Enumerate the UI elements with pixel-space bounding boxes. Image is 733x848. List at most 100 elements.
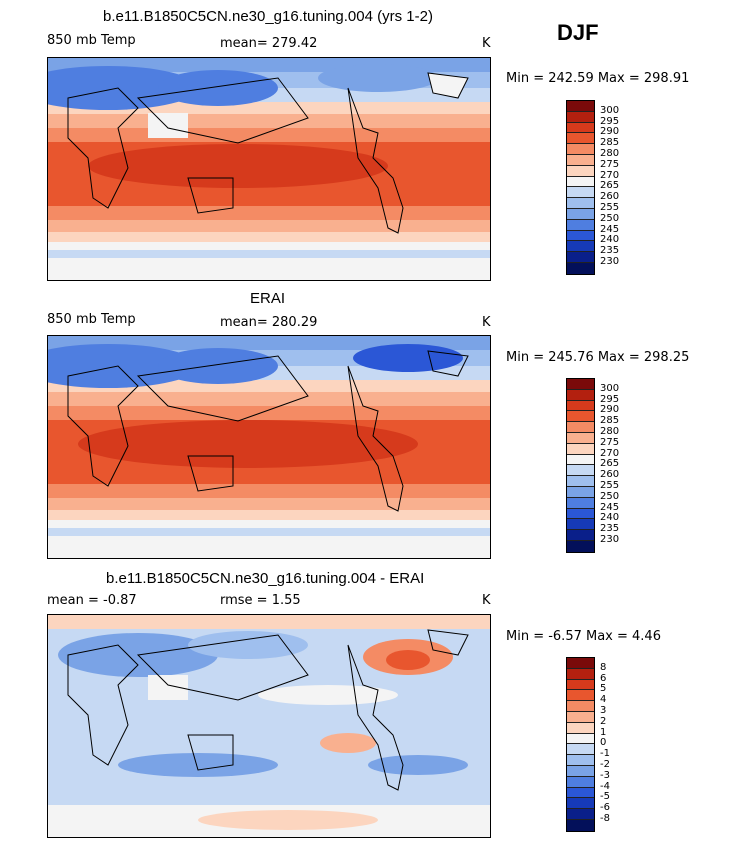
colorbar-cell	[567, 187, 594, 199]
colorbar-cell	[567, 765, 594, 777]
panel3-map	[47, 614, 491, 838]
colorbar-tick-label: 300	[600, 382, 620, 394]
colorbar-cell	[567, 701, 594, 712]
panel1-units: K	[482, 36, 491, 51]
colorbar-tick-label: -4	[600, 780, 610, 792]
colorbar-tick-label: 230	[600, 256, 620, 267]
colorbar-tick-label: 6	[600, 672, 607, 684]
colorbar-tick-label: 245	[600, 223, 620, 235]
colorbar-cell	[567, 733, 594, 745]
colorbar-cell	[567, 133, 594, 145]
colorbar-cell	[567, 122, 594, 134]
colorbar-cell	[567, 755, 594, 766]
colorbar-cell	[567, 722, 594, 734]
panel2-mean: mean= 280.29	[220, 315, 318, 330]
colorbar-cell	[567, 668, 594, 680]
colorbar-cell	[567, 411, 594, 423]
colorbar-cell	[567, 530, 594, 541]
colorbar-tick-label: -8	[600, 813, 610, 824]
colorbar-cell	[567, 176, 594, 188]
colorbar-cell	[567, 389, 594, 401]
colorbar-cell	[567, 798, 594, 810]
colorbar-tick-label: 240	[600, 512, 620, 524]
colorbar-tick-label: 235	[600, 245, 620, 257]
colorbar-cell	[567, 432, 594, 444]
colorbar-tick-label: 295	[600, 115, 620, 127]
colorbar-tick-label: 260	[600, 469, 620, 481]
colorbar-cell	[567, 508, 594, 520]
colorbar-tick-label: 250	[600, 212, 620, 224]
colorbar-tick-label: 290	[600, 126, 620, 138]
panel2-map	[47, 335, 491, 559]
colorbar-tick-label: 265	[600, 458, 620, 470]
colorbar-tick-label: 2	[600, 715, 607, 727]
colorbar-tick-label: 255	[600, 202, 620, 213]
colorbar-cell	[567, 379, 594, 390]
panel1-variable: 850 mb Temp	[47, 33, 136, 48]
panel2-minmax: Min = 245.76 Max = 298.25	[506, 350, 690, 365]
colorbar-cell	[567, 252, 594, 263]
colorbar-cell	[567, 465, 594, 477]
colorbar-cell	[567, 497, 594, 509]
panel1-map	[47, 57, 491, 281]
panel3-mean: mean = -0.87	[47, 593, 137, 608]
colorbar-cell	[567, 809, 594, 820]
colorbar-tick-label: 8	[600, 661, 607, 673]
colorbar-cell	[567, 776, 594, 788]
panel1-minmax: Min = 242.59 Max = 298.91	[506, 71, 690, 86]
colorbar-cell	[567, 443, 594, 455]
colorbar-tick-label: 295	[600, 393, 620, 405]
colorbar-cell	[567, 262, 594, 274]
colorbar-cell	[567, 711, 594, 723]
panel3-title: b.e11.B1850C5CN.ne30_g16.tuning.004 - ER…	[106, 570, 425, 587]
panel3-rmse: rmse = 1.55	[220, 593, 301, 608]
colorbar-cell	[567, 241, 594, 253]
colorbar-cell	[567, 154, 594, 166]
colorbar-cell	[567, 819, 594, 831]
colorbar-cell	[567, 519, 594, 531]
colorbar-cell	[567, 230, 594, 242]
colorbar-cell	[567, 486, 594, 498]
panel3-minmax: Min = -6.57 Max = 4.46	[506, 629, 661, 644]
panel3-units: K	[482, 593, 491, 608]
colorbar-tick-label: -5	[600, 791, 610, 803]
colorbar-tick-label: 3	[600, 705, 607, 716]
colorbar-cell	[567, 476, 594, 487]
colorbar-tick-label: 250	[600, 490, 620, 502]
colorbar-tick-label: 285	[600, 415, 620, 427]
colorbar-cell	[567, 744, 594, 756]
panel1-colorbar	[566, 100, 595, 275]
colorbar-tick-label: 260	[600, 191, 620, 203]
colorbar-cell	[567, 101, 594, 112]
colorbar-tick-label: 5	[600, 683, 607, 695]
colorbar-tick-label: 285	[600, 137, 620, 149]
colorbar-tick-label: 280	[600, 148, 620, 159]
colorbar-tick-label: 275	[600, 436, 620, 448]
colorbar-tick-label: 300	[600, 104, 620, 116]
colorbar-tick-label: 280	[600, 426, 620, 437]
colorbar-tick-label: 0	[600, 737, 607, 749]
colorbar-cell	[567, 658, 594, 669]
colorbar-cell	[567, 422, 594, 433]
colorbar-cell	[567, 198, 594, 209]
colorbar-cell	[567, 679, 594, 691]
colorbar-cell	[567, 208, 594, 220]
colorbar-tick-label: 1	[600, 726, 607, 738]
colorbar-cell	[567, 111, 594, 123]
panel1-mean: mean= 279.42	[220, 36, 318, 51]
panel2-variable: 850 mb Temp	[47, 312, 136, 327]
colorbar-cell	[567, 454, 594, 466]
colorbar-tick-label: -2	[600, 759, 610, 770]
colorbar-cell	[567, 540, 594, 552]
colorbar-cell	[567, 144, 594, 155]
panel3-colorbar	[566, 657, 595, 832]
colorbar-tick-label: 270	[600, 447, 620, 459]
season-label: DJF	[557, 20, 599, 45]
colorbar-tick-label: 275	[600, 158, 620, 170]
panel2-colorbar	[566, 378, 595, 553]
colorbar-cell	[567, 219, 594, 231]
colorbar-tick-label: 235	[600, 523, 620, 535]
colorbar-tick-label: -6	[600, 802, 610, 814]
colorbar-cell	[567, 690, 594, 702]
panel1-title: b.e11.B1850C5CN.ne30_g16.tuning.004 (yrs…	[103, 8, 433, 25]
